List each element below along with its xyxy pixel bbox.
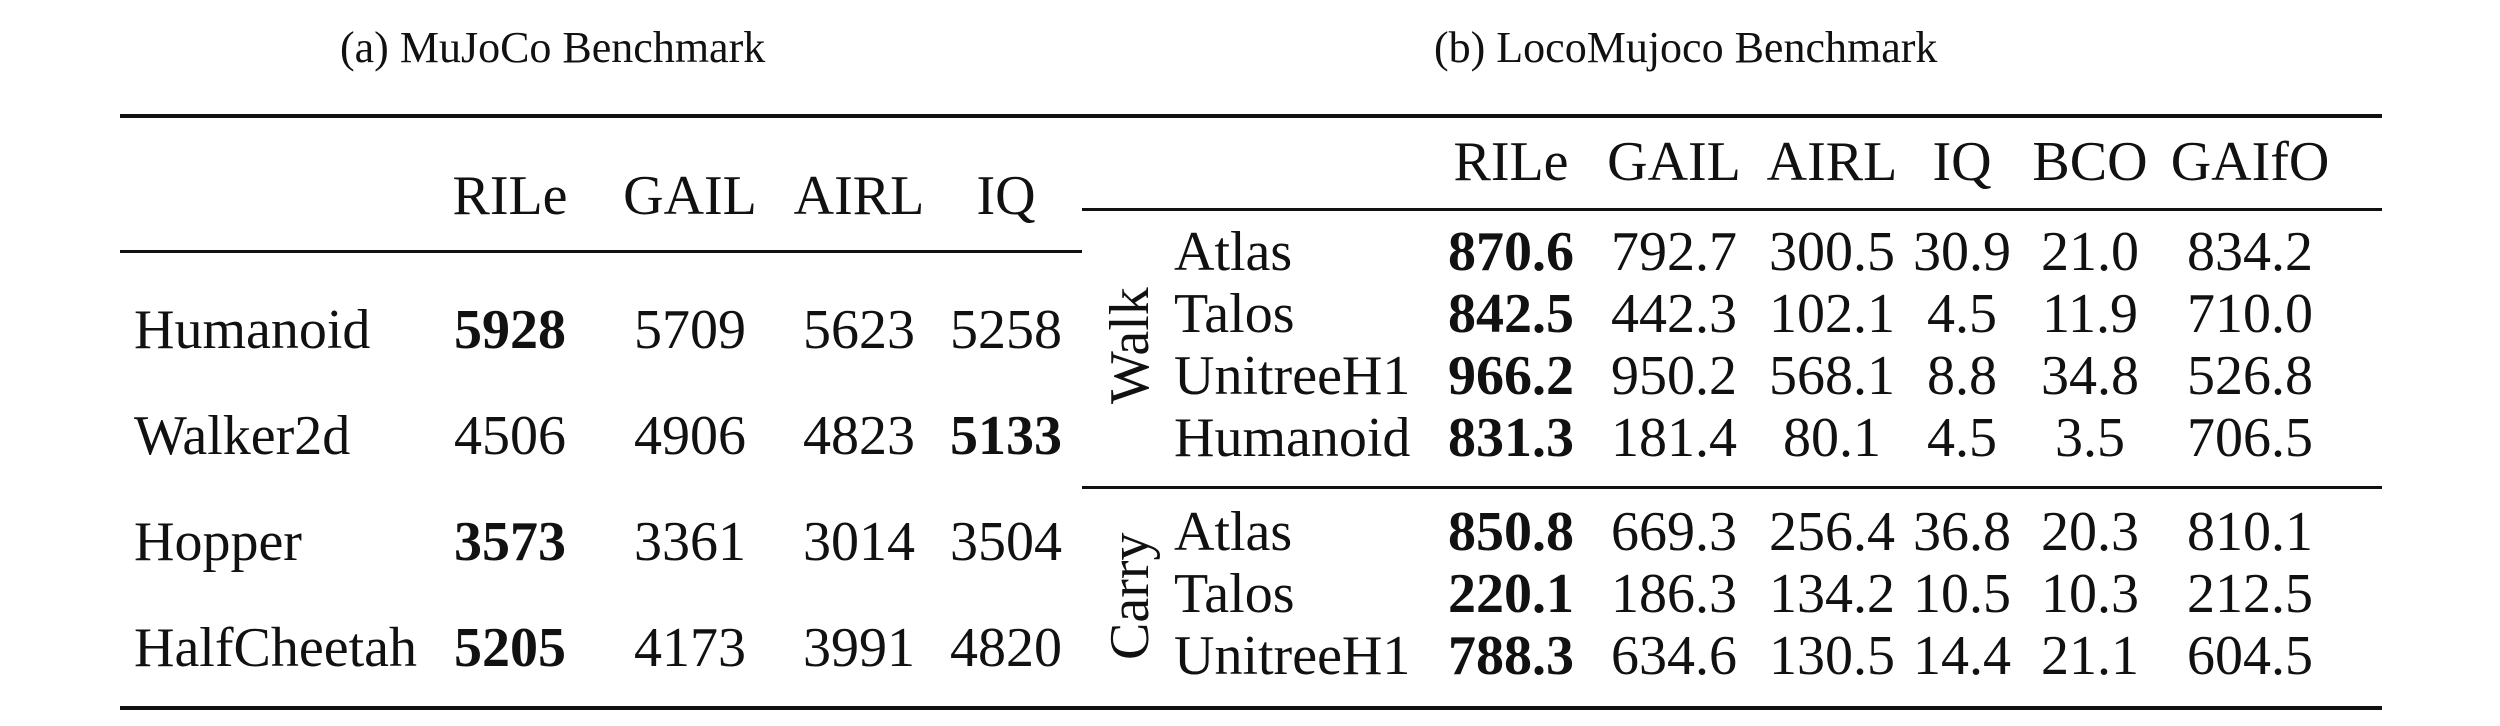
table-b-cell: 8.8 xyxy=(1927,345,1997,407)
table-b-cell: 102.1 xyxy=(1769,283,1895,345)
table-a-mid-rule xyxy=(120,250,1082,253)
table-a-cell: 4823 xyxy=(803,405,915,467)
table-b-cell: 130.5 xyxy=(1769,625,1895,687)
table-b-row-label: Talos xyxy=(1174,563,1295,625)
table-b-cell: 14.4 xyxy=(1913,625,2011,687)
table-b-cell: 604.5 xyxy=(2187,625,2313,687)
table-a-cell: 5623 xyxy=(803,299,915,361)
table-a-row-label: Hopper xyxy=(134,511,302,573)
table-b-top-rule xyxy=(1082,114,2382,118)
table-b-cell: 526.8 xyxy=(2187,345,2313,407)
table-b-cell: 669.3 xyxy=(1611,501,1737,563)
table-b-cell: 850.8 xyxy=(1448,501,1574,563)
table-b-col-header: BCO xyxy=(2032,131,2148,193)
table-b-caption: (b) LocoMujoco Benchmark xyxy=(1434,23,1938,72)
table-b-row-label: Talos xyxy=(1174,283,1295,345)
table-b-cell: 186.3 xyxy=(1611,563,1737,625)
table-b-cell: 36.8 xyxy=(1913,501,2011,563)
table-b-cell: 710.0 xyxy=(2187,283,2313,345)
table-a-col-header: RILe xyxy=(452,165,568,227)
table-b-cell: 568.1 xyxy=(1769,345,1895,407)
table-a-cell: 3014 xyxy=(803,511,915,573)
table-b-cell: 792.7 xyxy=(1611,221,1737,283)
table-b-group-label-walk: Walk xyxy=(1099,287,1161,404)
table-b-cell: 220.1 xyxy=(1448,563,1574,625)
table-a-caption: (a) MuJoCo Benchmark xyxy=(340,23,766,72)
table-b-cell: 20.3 xyxy=(2041,501,2139,563)
table-b-row-label: Humanoid xyxy=(1174,407,1411,469)
table-b-cell: 21.1 xyxy=(2041,625,2139,687)
table-a-cell: 5709 xyxy=(634,299,746,361)
table-b-row-label: Atlas xyxy=(1174,221,1293,283)
table-b-cell: 834.2 xyxy=(2187,221,2313,283)
table-b-col-header: IQ xyxy=(1932,131,1992,193)
table-b-cell: 34.8 xyxy=(2041,345,2139,407)
table-b-cell: 10.3 xyxy=(2041,563,2139,625)
table-b-cell: 442.3 xyxy=(1611,283,1737,345)
table-a-top-rule xyxy=(120,114,1082,118)
table-a-cell: 3991 xyxy=(803,617,915,679)
table-b-cell: 4.5 xyxy=(1927,407,1997,469)
table-b-row-label: UnitreeH1 xyxy=(1174,625,1411,687)
table-b-cell: 706.5 xyxy=(2187,407,2313,469)
table-b-group-label-carry: Carry xyxy=(1099,532,1161,660)
table-a-col-header: IQ xyxy=(976,165,1036,227)
table-b-cell: 212.5 xyxy=(2187,563,2313,625)
table-a-cell: 5205 xyxy=(454,617,566,679)
table-b-cell: 788.3 xyxy=(1448,625,1574,687)
table-b-cell: 870.6 xyxy=(1448,221,1574,283)
table-b-cell: 21.0 xyxy=(2041,221,2139,283)
table-b-col-header: GAIfO xyxy=(2170,131,2330,193)
table-a-row-label: HalfCheetah xyxy=(134,617,417,679)
table-a-row-label: Humanoid xyxy=(134,299,371,361)
table-a-cell: 5928 xyxy=(454,299,566,361)
table-b-cell: 134.2 xyxy=(1769,563,1895,625)
table-a-cell: 4506 xyxy=(454,405,566,467)
table-b-group-rule xyxy=(1082,486,2382,489)
table-b-cell: 3.5 xyxy=(2055,407,2125,469)
table-b-cell: 950.2 xyxy=(1611,345,1737,407)
table-b-cell: 842.5 xyxy=(1448,283,1574,345)
table-b-cell: 831.3 xyxy=(1448,407,1574,469)
table-b-col-header: GAIL xyxy=(1607,131,1741,193)
table-b-col-header: AIRL xyxy=(1766,131,1898,193)
table-b-mid-rule xyxy=(1082,208,2382,211)
table-a-row-label: Walker2d xyxy=(134,405,351,467)
table-a-bottom-rule xyxy=(120,706,1082,710)
table-b-cell: 810.1 xyxy=(2187,501,2313,563)
table-b-cell: 4.5 xyxy=(1927,283,1997,345)
table-b-cell: 181.4 xyxy=(1611,407,1737,469)
table-b-cell: 11.9 xyxy=(2042,283,2138,345)
table-a-cell: 4820 xyxy=(950,617,1062,679)
table-a-cell: 3573 xyxy=(454,511,566,573)
table-a-cell: 3361 xyxy=(634,511,746,573)
table-b-row-label: UnitreeH1 xyxy=(1174,345,1411,407)
table-b-row-label: Atlas xyxy=(1174,501,1293,563)
table-a-cell: 5258 xyxy=(950,299,1062,361)
table-b-cell: 10.5 xyxy=(1913,563,2011,625)
table-a-col-header: GAIL xyxy=(623,165,757,227)
table-a-cell: 3504 xyxy=(950,511,1062,573)
table-b-cell: 30.9 xyxy=(1913,221,2011,283)
table-b-cell: 256.4 xyxy=(1769,501,1895,563)
table-a-col-header: AIRL xyxy=(793,165,925,227)
table-b-cell: 300.5 xyxy=(1769,221,1895,283)
table-b-bottom-rule xyxy=(1082,706,2382,710)
table-a-cell: 5133 xyxy=(950,405,1062,467)
table-b-cell: 966.2 xyxy=(1448,345,1574,407)
table-a-cell: 4173 xyxy=(634,617,746,679)
table-b-cell: 80.1 xyxy=(1783,407,1881,469)
table-a-cell: 4906 xyxy=(634,405,746,467)
table-b-col-header: RILe xyxy=(1453,131,1569,193)
table-b-cell: 634.6 xyxy=(1611,625,1737,687)
